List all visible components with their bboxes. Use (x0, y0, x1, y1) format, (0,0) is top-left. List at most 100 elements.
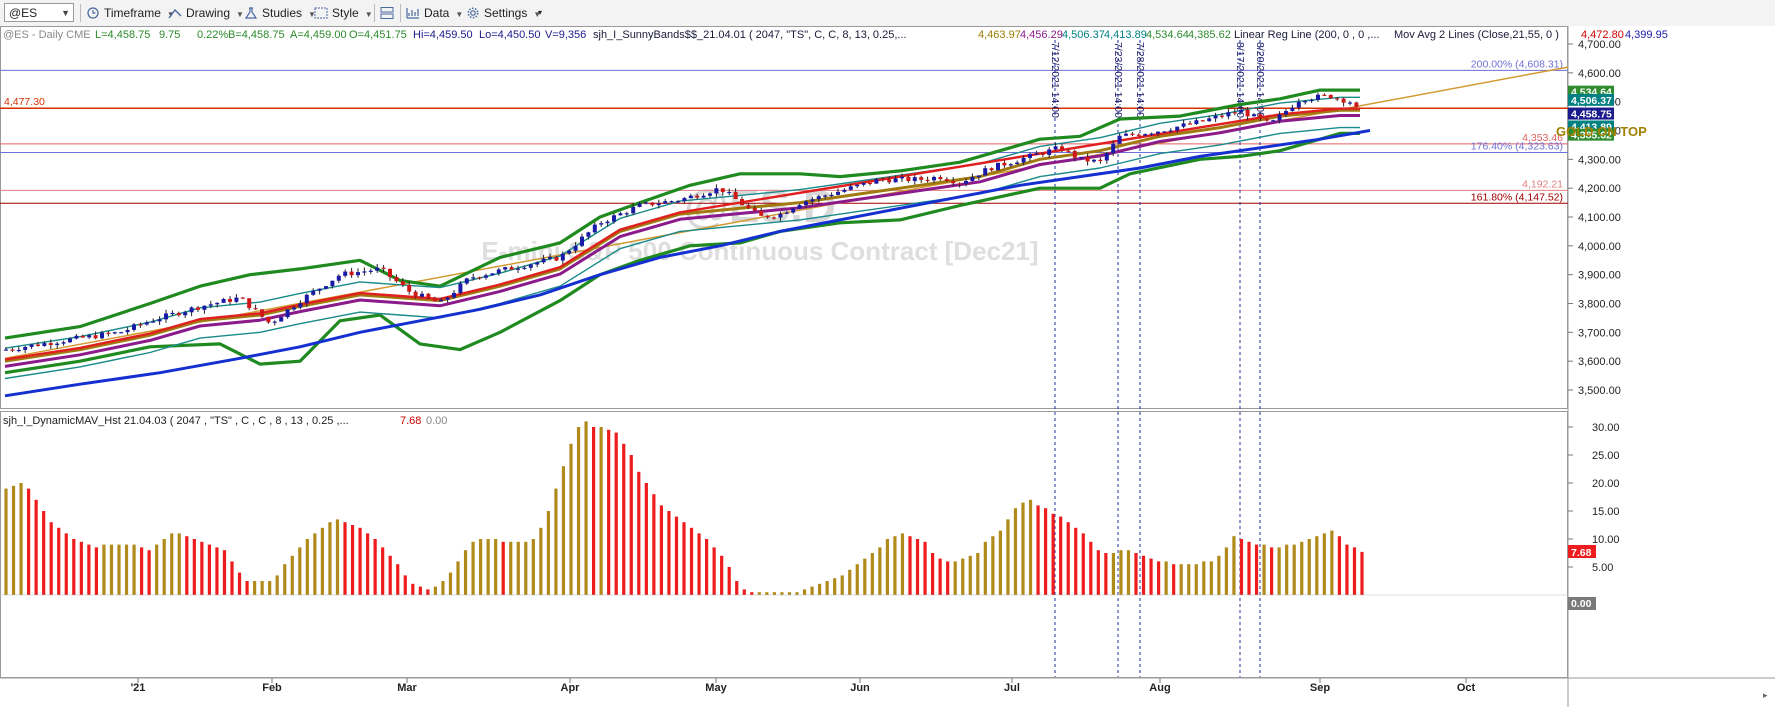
histogram-bar (328, 522, 332, 595)
flask-icon (244, 7, 258, 19)
candle-body (1079, 156, 1084, 159)
histogram-bar (757, 592, 761, 595)
caret-down-icon: ▼ (236, 10, 244, 19)
candle-body (112, 332, 117, 334)
histogram-bar (599, 427, 603, 595)
histogram-bar (132, 544, 136, 595)
style-icon (314, 7, 328, 19)
symbol-input[interactable]: @ES ▼ (4, 3, 74, 22)
candle-body (951, 180, 956, 184)
data-button[interactable]: Data ▼ (406, 4, 463, 22)
candle-body (80, 335, 85, 338)
candle-body (1341, 98, 1346, 103)
histogram-bar (546, 511, 550, 595)
style-button[interactable]: Style ▼ (314, 4, 373, 22)
candle-body (452, 292, 456, 298)
candle-body (836, 191, 840, 195)
histogram-bar (1051, 513, 1055, 595)
candle-body (48, 343, 53, 346)
candle-body (1207, 118, 1212, 122)
toolbar-overflow-icon[interactable]: ▾ (538, 8, 543, 17)
histogram-bar (448, 572, 453, 595)
histogram-bar (765, 592, 769, 595)
candle-body (631, 206, 636, 214)
candle-body (1117, 135, 1122, 144)
histogram-bar (426, 589, 430, 595)
chevron-down-icon[interactable]: ▼ (61, 8, 70, 18)
studies-button[interactable]: Studies ▼ (244, 4, 316, 22)
candle-body (1130, 133, 1135, 135)
candle-body (1316, 94, 1320, 100)
histogram-title: sjh_I_DynamicMAV_Hst 21.04.03 ( 2047 , "… (3, 415, 349, 427)
candle-body (4, 349, 8, 351)
layout-button[interactable] (380, 4, 398, 22)
histogram-bar (1074, 527, 1078, 595)
candle-body (1264, 118, 1269, 121)
header-bid: B=4,458.75 (228, 29, 285, 41)
histogram-bar (607, 429, 611, 595)
candle-body (650, 202, 655, 206)
histogram-header: sjh_I_DynamicMAV_Hst 21.04.03 ( 2047 , "… (3, 415, 447, 427)
histogram-bar (268, 581, 272, 595)
time-tick-label: Oct (1457, 682, 1476, 694)
candle-body (420, 293, 424, 297)
candle-body (1226, 112, 1231, 117)
candle-body (228, 298, 232, 302)
histogram-bar (207, 544, 211, 595)
histogram-bar (1292, 544, 1296, 595)
timeframe-button[interactable]: Timeframe ▼ (86, 4, 175, 22)
chart-area[interactable]: @ES.D E-mini S&P 500 Continuous Contract… (0, 26, 1775, 707)
header-change: 9.75 (159, 29, 180, 41)
histogram-bar (1006, 519, 1010, 595)
settings-button[interactable]: Settings ▼ (466, 4, 541, 22)
candle-body (733, 191, 738, 200)
toolbar-divider (374, 4, 375, 22)
data-label: Data (424, 6, 450, 20)
candle-body (1072, 150, 1077, 158)
candle-body (240, 297, 245, 299)
histogram-bar (11, 485, 16, 595)
histogram-bar (1202, 561, 1206, 595)
studies-label: Studies (262, 6, 303, 20)
candle-body (912, 177, 917, 182)
histogram-value2: 0.00 (426, 415, 447, 427)
histogram-bar (652, 494, 656, 595)
histogram-bar (818, 583, 822, 595)
candle-body (906, 176, 911, 182)
histogram-bar (968, 555, 972, 595)
header-study1-value: 4,413.89 (1104, 29, 1147, 41)
candle-body (23, 346, 28, 350)
candle-body (74, 335, 79, 339)
histogram-bar (1187, 564, 1191, 595)
header-study1: sjh_I_SunnyBands$$_21.04.01 ( 2047, "TS"… (593, 29, 907, 41)
candle-body (400, 281, 405, 285)
hist-tick-label: 20.00 (1592, 478, 1620, 490)
candle-body (560, 253, 565, 261)
scroll-right-icon[interactable]: ▸ (1763, 690, 1768, 700)
histogram-bar (283, 564, 287, 595)
histogram-bar (1360, 551, 1364, 595)
histogram-bar (49, 522, 53, 595)
candle-body (522, 267, 527, 269)
histogram-bar (1270, 547, 1274, 595)
drawing-label: Drawing (186, 6, 231, 20)
candle-body (164, 313, 168, 320)
histogram-bar (976, 553, 980, 595)
candle-body (535, 262, 540, 265)
candle-body (292, 307, 296, 310)
level-label: 4,477.30 (4, 96, 45, 108)
candle-body (1258, 114, 1263, 119)
histogram-bar (915, 539, 920, 595)
candle-body (1213, 115, 1218, 119)
candle-body (1162, 131, 1167, 133)
candle-body (458, 283, 463, 293)
candle-body (804, 201, 808, 206)
level-label: 176.40% (4,323.63) (1471, 141, 1563, 153)
candle-body (170, 312, 175, 315)
histogram-bar (614, 432, 618, 595)
histogram-bar (1013, 508, 1018, 595)
histogram-bar (1028, 499, 1033, 595)
drawing-button[interactable]: Drawing ▼ (168, 4, 244, 22)
symbol-value: @ES (9, 6, 38, 20)
histogram-bar (855, 564, 859, 595)
